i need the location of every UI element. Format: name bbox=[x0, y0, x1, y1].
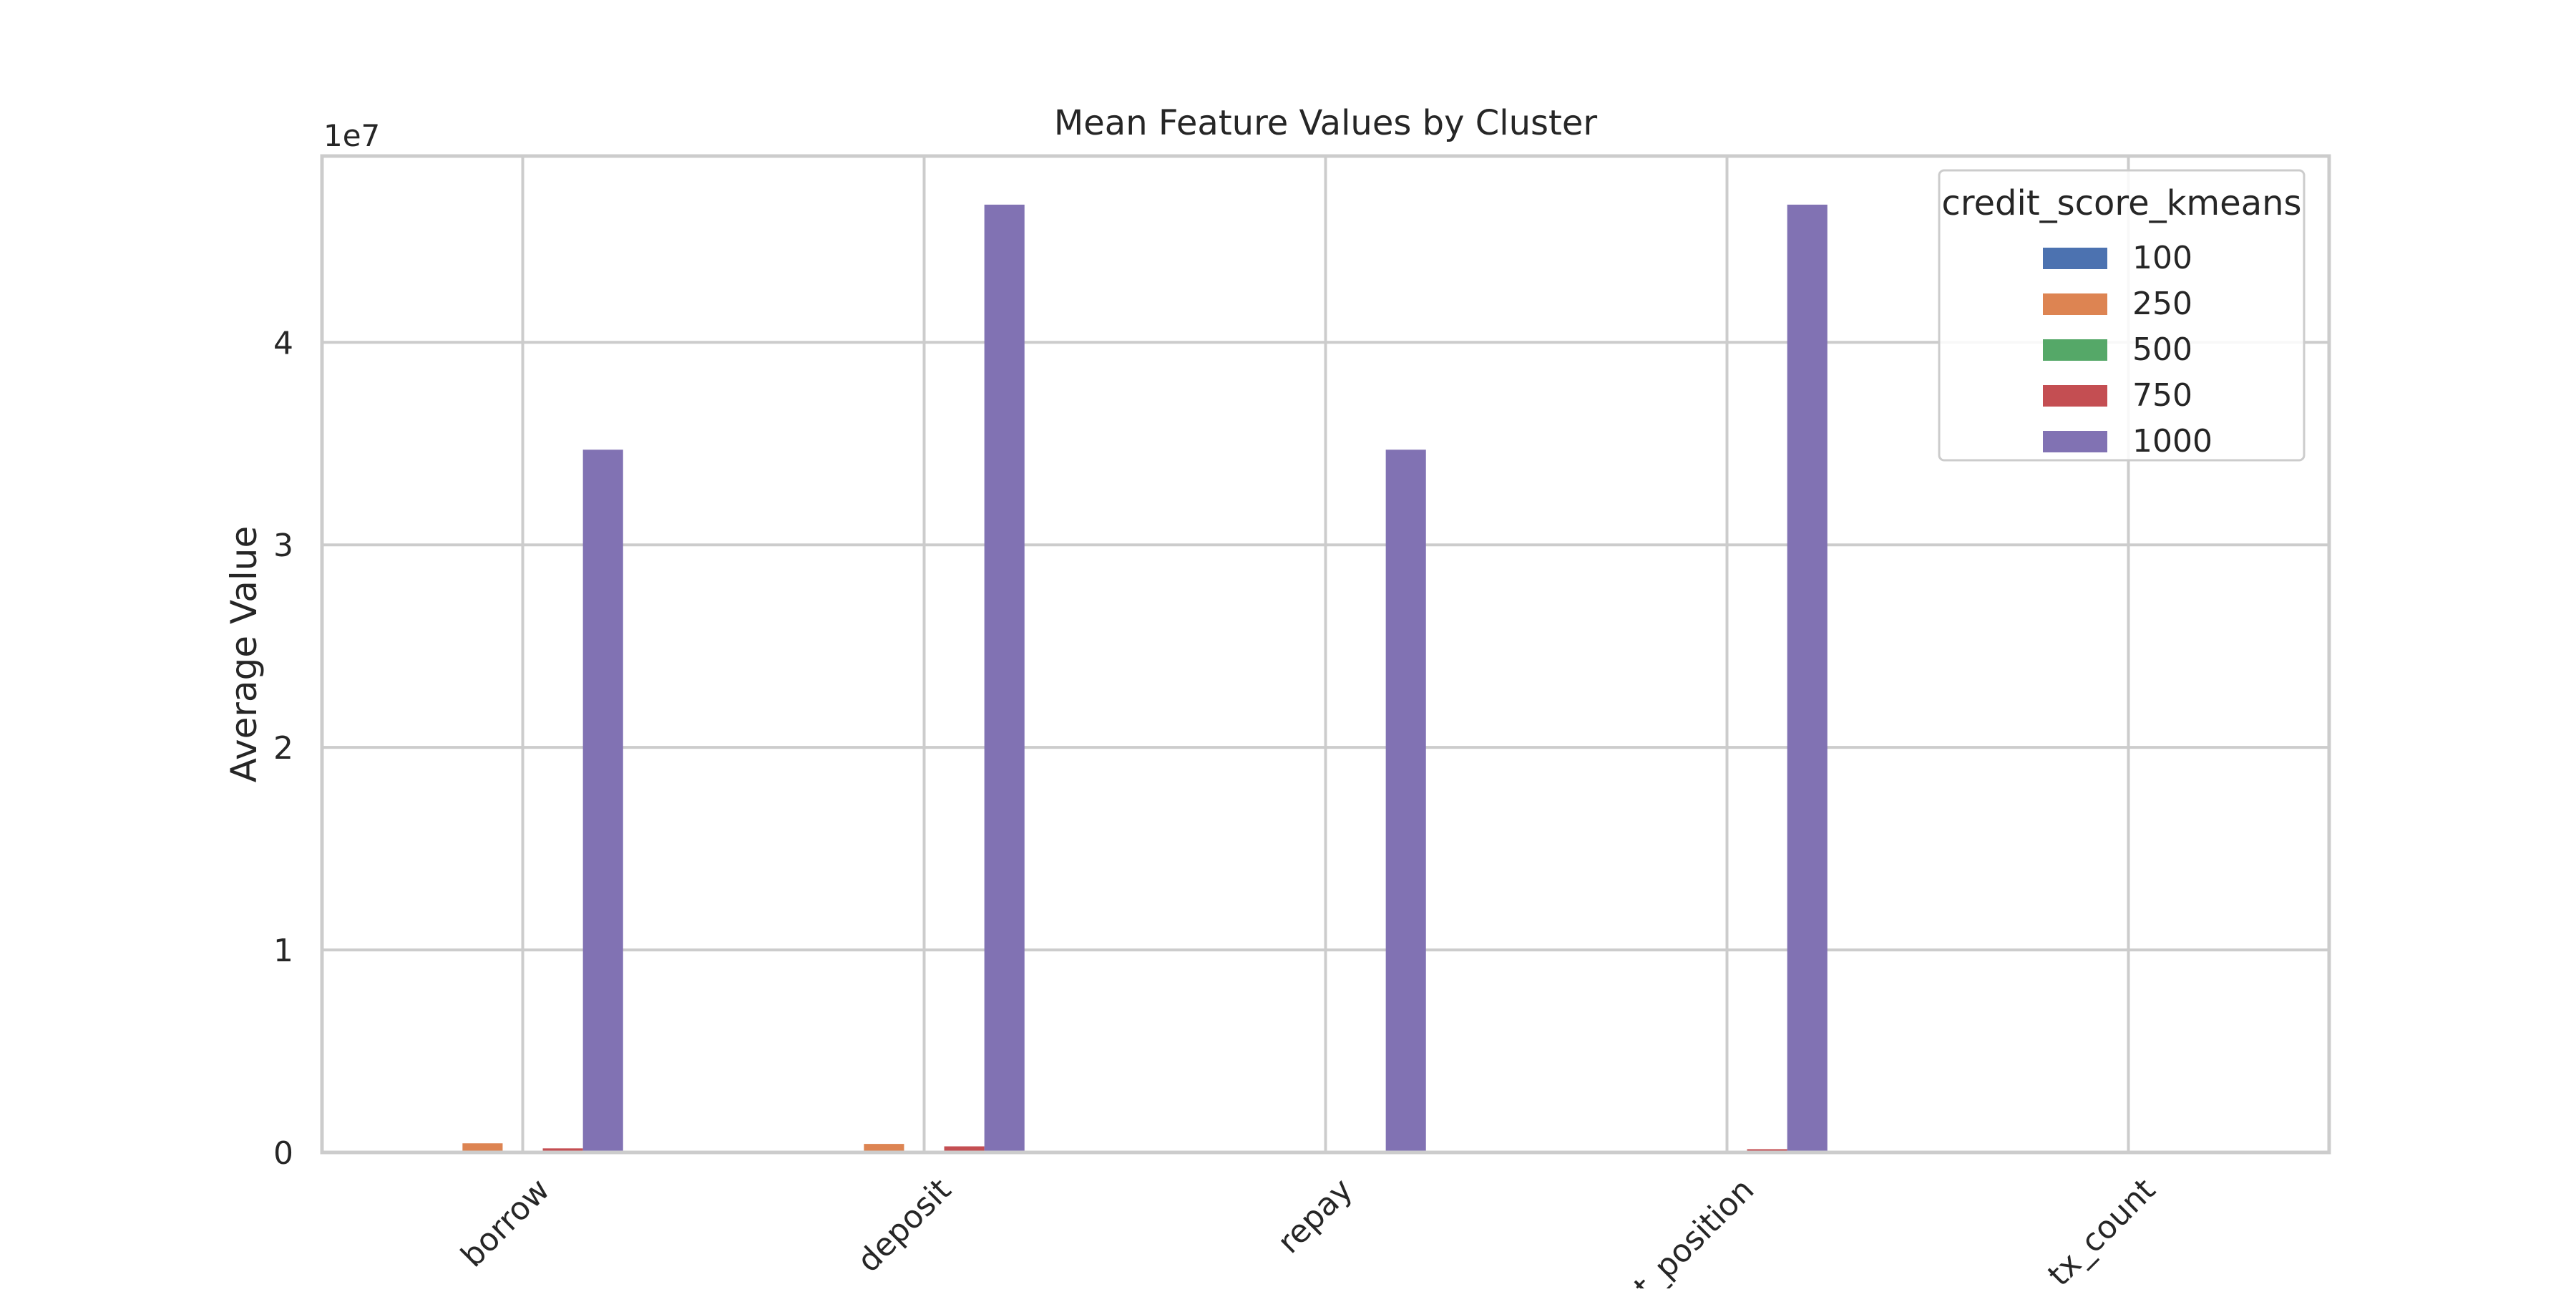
y-axis-scale-label: 1e7 bbox=[323, 118, 380, 153]
bar-1000-repay bbox=[1386, 450, 1426, 1152]
legend-swatch-250 bbox=[2043, 293, 2107, 315]
legend-label: 750 bbox=[2132, 377, 2192, 414]
x-ticks: borrow deposit repay net_position tx_count bbox=[454, 1172, 2163, 1288]
legend-title: credit_score_kmeans bbox=[1941, 183, 2301, 223]
legend-swatch-750 bbox=[2043, 385, 2107, 407]
legend: credit_score_kmeans 100 250 500 750 1000 bbox=[1939, 170, 2304, 460]
x-tick-label: net_position bbox=[1599, 1172, 1761, 1288]
legend-label: 100 bbox=[2132, 240, 2192, 276]
legend-label: 250 bbox=[2132, 286, 2192, 322]
x-tick-label: tx_count bbox=[2041, 1172, 2162, 1288]
legend-label: 1000 bbox=[2132, 423, 2212, 460]
bars bbox=[422, 205, 1828, 1152]
legend-swatch-100 bbox=[2043, 248, 2107, 269]
bar-1000-borrow bbox=[583, 450, 623, 1152]
chart-title: Mean Feature Values by Cluster bbox=[1054, 103, 1598, 143]
y-tick-label: 2 bbox=[273, 730, 293, 767]
x-tick-label: borrow bbox=[454, 1172, 557, 1275]
bar-1000-net_position bbox=[1787, 205, 1828, 1152]
y-tick-label: 0 bbox=[273, 1135, 293, 1172]
legend-swatch-500 bbox=[2043, 339, 2107, 361]
legend-label: 500 bbox=[2132, 331, 2192, 368]
bar-1000-deposit bbox=[985, 205, 1025, 1152]
y-tick-label: 1 bbox=[273, 933, 293, 969]
y-axis-label: Average Value bbox=[223, 526, 265, 783]
x-tick-label: deposit bbox=[850, 1172, 958, 1280]
y-tick-label: 4 bbox=[273, 325, 293, 361]
y-ticks: 0 1 2 3 4 bbox=[273, 325, 293, 1172]
legend-swatch-1000 bbox=[2043, 431, 2107, 452]
x-tick-label: repay bbox=[1271, 1172, 1360, 1261]
y-tick-label: 3 bbox=[273, 528, 293, 564]
